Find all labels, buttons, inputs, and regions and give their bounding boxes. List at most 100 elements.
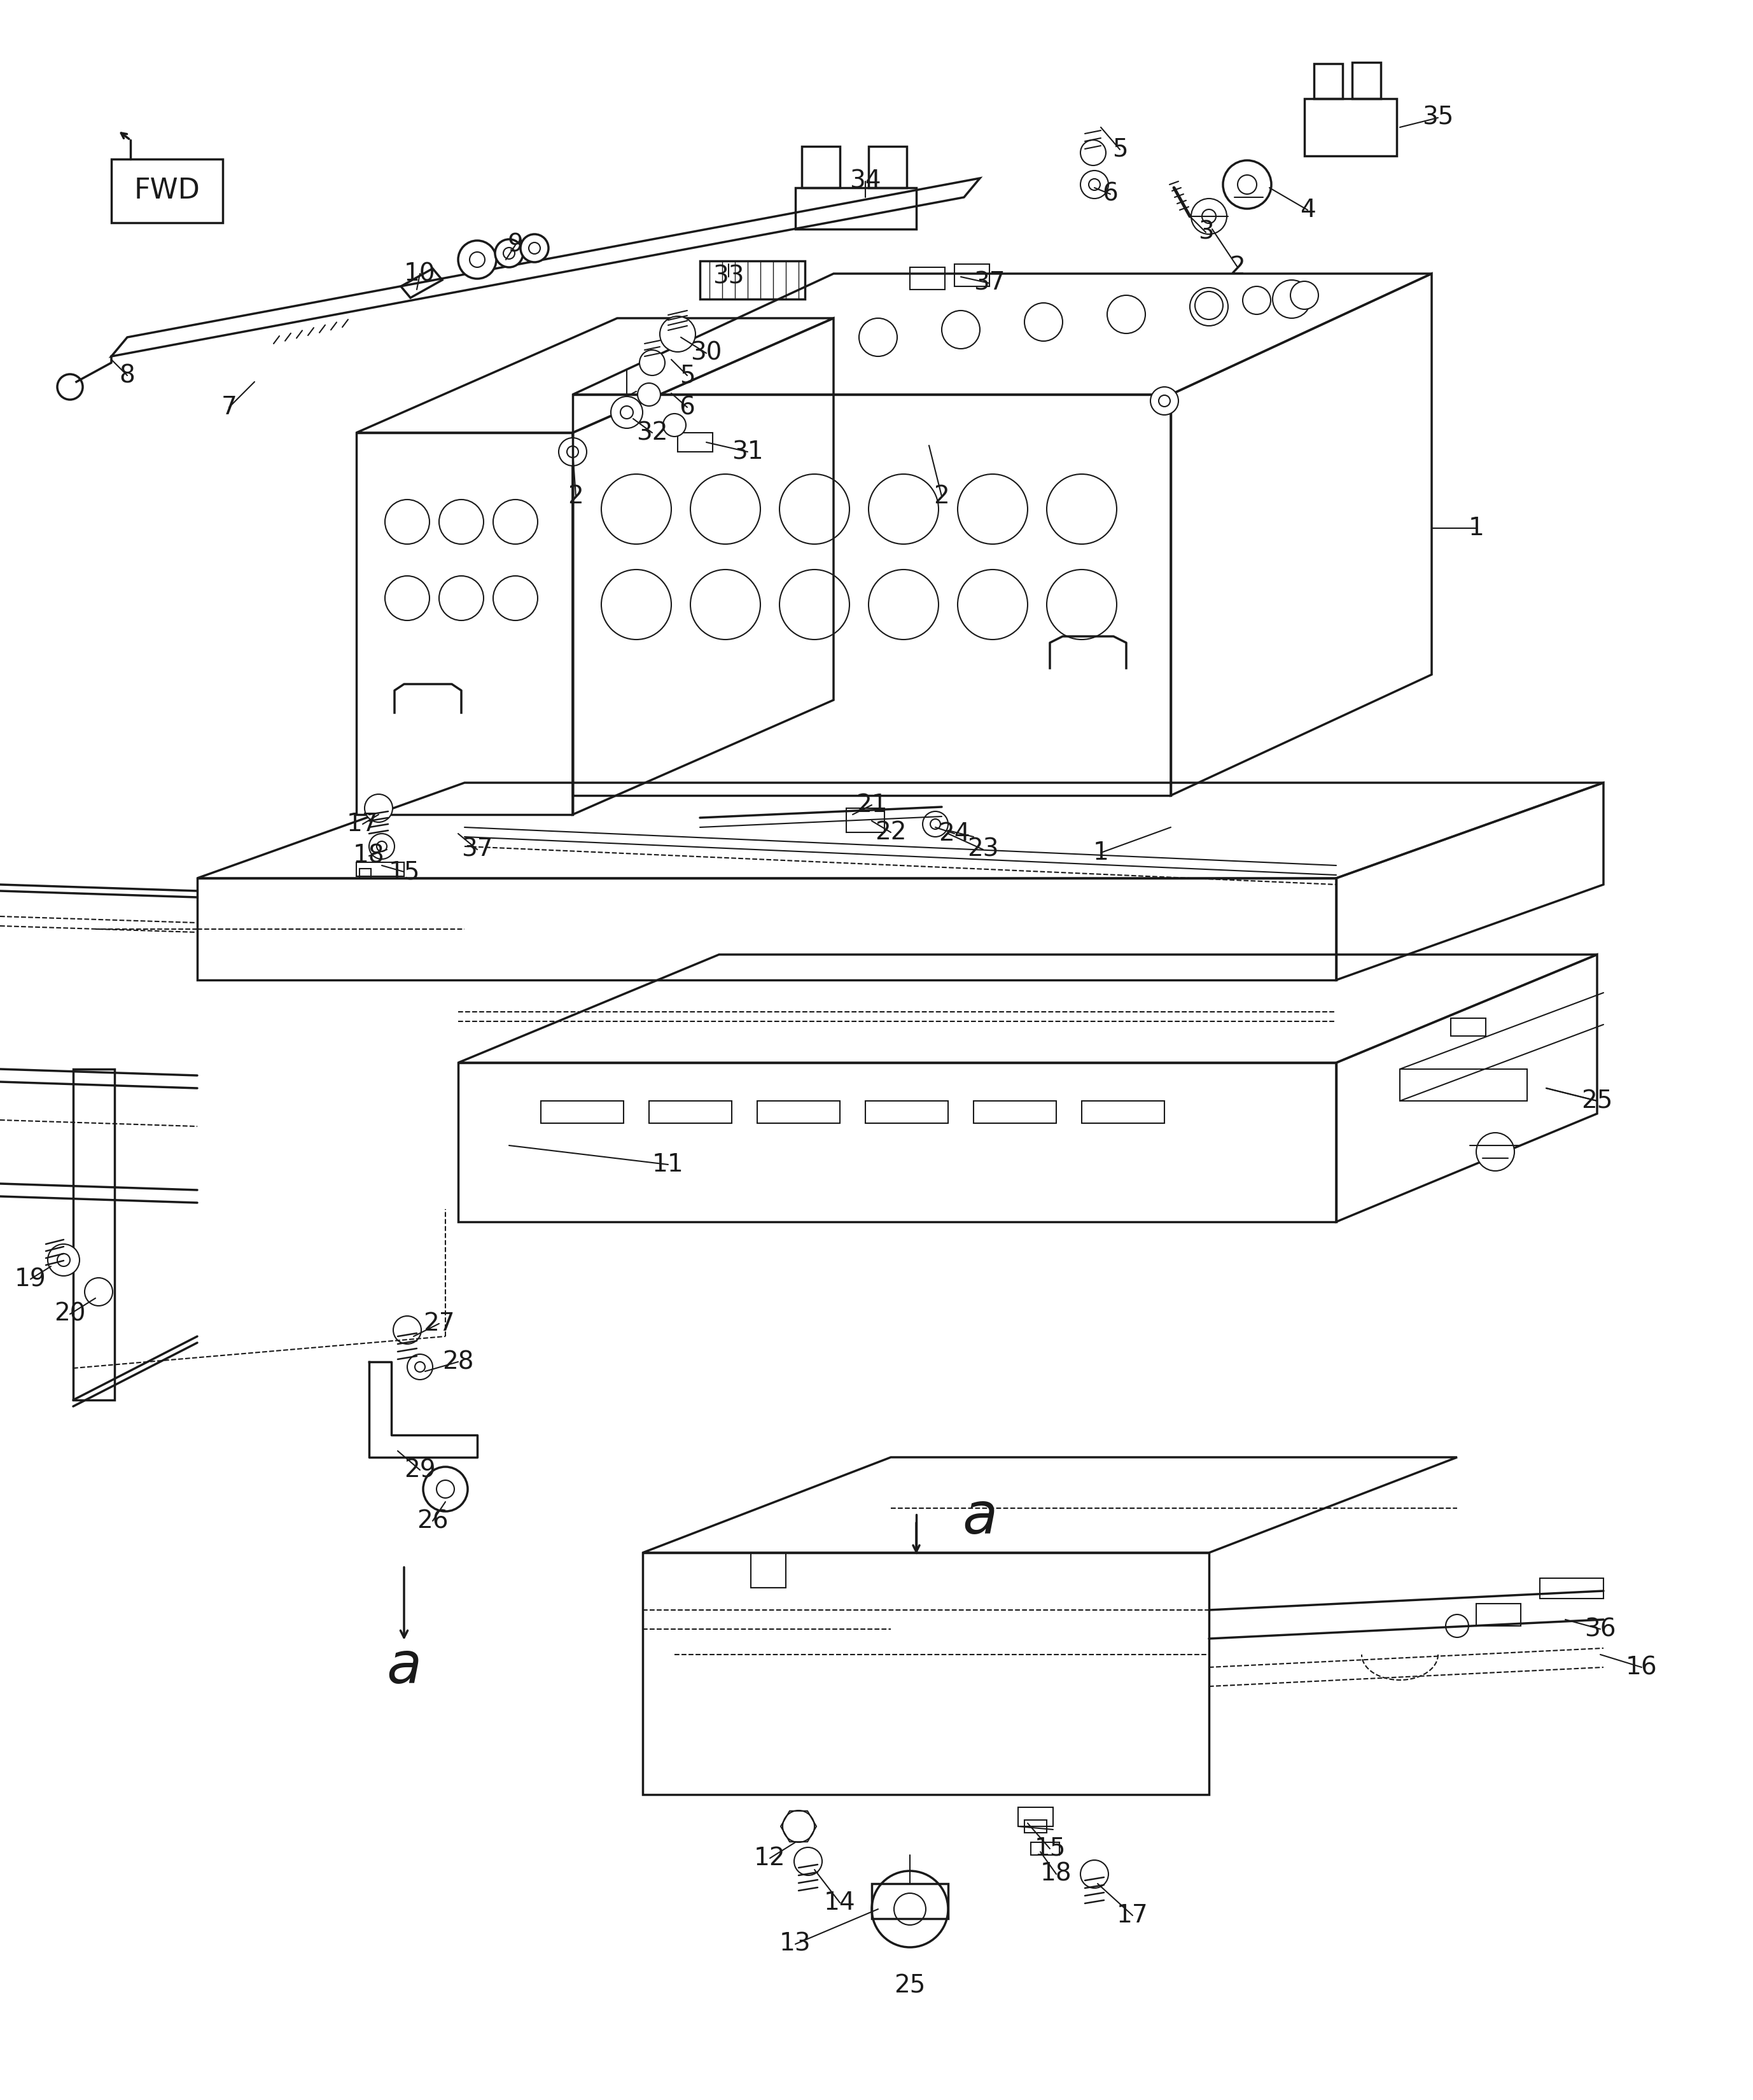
Circle shape: [780, 475, 850, 544]
Circle shape: [638, 382, 661, 405]
Bar: [1451, 1018, 1487, 1035]
Text: 5: 5: [680, 363, 694, 388]
Circle shape: [84, 1277, 112, 1306]
Text: 17: 17: [347, 813, 379, 836]
Circle shape: [386, 500, 429, 544]
Circle shape: [621, 405, 633, 418]
Text: 5: 5: [1111, 136, 1127, 162]
Circle shape: [370, 834, 394, 859]
Bar: [359, 869, 372, 878]
Circle shape: [794, 1848, 822, 1875]
Bar: [847, 808, 885, 832]
Circle shape: [1047, 569, 1117, 640]
Circle shape: [559, 437, 587, 466]
Bar: [1018, 1808, 1054, 1827]
Text: 15: 15: [1034, 1838, 1066, 1861]
Circle shape: [691, 569, 761, 640]
Text: 2: 2: [934, 485, 950, 508]
Circle shape: [566, 445, 578, 458]
Text: 37: 37: [973, 271, 1004, 296]
Bar: [1024, 1821, 1047, 1833]
Text: 19: 19: [14, 1266, 46, 1292]
Text: 6: 6: [678, 395, 696, 420]
Text: 20: 20: [54, 1302, 86, 1327]
Bar: [1315, 63, 1343, 99]
Circle shape: [1446, 1615, 1469, 1638]
Text: 2: 2: [568, 485, 584, 508]
Circle shape: [859, 319, 898, 357]
Circle shape: [1080, 1861, 1108, 1888]
Text: 12: 12: [754, 1846, 785, 1871]
Text: 18: 18: [354, 844, 386, 867]
Text: 11: 11: [652, 1153, 684, 1176]
Circle shape: [438, 575, 484, 619]
Circle shape: [868, 475, 938, 544]
Text: 30: 30: [691, 340, 722, 365]
Circle shape: [47, 1243, 79, 1277]
Circle shape: [493, 575, 538, 619]
Circle shape: [470, 252, 486, 267]
Circle shape: [1203, 210, 1217, 223]
Circle shape: [1190, 200, 1227, 235]
Text: 34: 34: [850, 170, 882, 193]
Circle shape: [941, 311, 980, 349]
Text: 1: 1: [1469, 517, 1485, 540]
Circle shape: [1190, 288, 1229, 326]
Circle shape: [1290, 281, 1318, 309]
Text: 25: 25: [894, 1974, 926, 1997]
Text: 31: 31: [731, 439, 764, 464]
Text: 10: 10: [405, 262, 436, 286]
Bar: [542, 1100, 624, 1124]
Text: 6: 6: [1103, 183, 1118, 206]
Circle shape: [1273, 279, 1311, 319]
Circle shape: [871, 1871, 948, 1947]
Circle shape: [1024, 302, 1062, 340]
Bar: [796, 187, 917, 229]
Text: 28: 28: [442, 1350, 473, 1373]
Text: 8: 8: [119, 363, 135, 388]
Text: 23: 23: [968, 838, 999, 861]
Bar: [1539, 1579, 1604, 1598]
Circle shape: [1150, 386, 1178, 416]
Text: 4: 4: [1299, 197, 1315, 223]
Text: 27: 27: [422, 1312, 454, 1336]
Bar: [750, 1552, 785, 1588]
Bar: [973, 1100, 1057, 1124]
Circle shape: [1108, 296, 1145, 334]
Circle shape: [438, 500, 484, 544]
Text: 15: 15: [389, 859, 419, 884]
Text: 33: 33: [713, 265, 745, 290]
Text: 25: 25: [1581, 1088, 1613, 1113]
Text: 16: 16: [1625, 1655, 1658, 1680]
Bar: [954, 265, 989, 286]
Bar: [1031, 1842, 1059, 1854]
Bar: [866, 1100, 948, 1124]
Circle shape: [377, 842, 387, 851]
Circle shape: [393, 1317, 421, 1344]
Circle shape: [1238, 174, 1257, 193]
Bar: [868, 147, 906, 187]
Circle shape: [780, 569, 850, 640]
Circle shape: [494, 239, 522, 267]
Bar: [757, 1100, 840, 1124]
Circle shape: [601, 569, 671, 640]
Bar: [1304, 99, 1397, 155]
Text: 24: 24: [938, 821, 969, 846]
Circle shape: [1196, 292, 1224, 319]
Circle shape: [957, 569, 1027, 640]
Bar: [356, 863, 403, 876]
Circle shape: [1089, 178, 1101, 191]
Text: 36: 36: [1585, 1617, 1616, 1642]
Bar: [678, 433, 713, 452]
Circle shape: [503, 248, 515, 258]
Circle shape: [58, 1254, 70, 1266]
Bar: [1082, 1100, 1164, 1124]
Bar: [1401, 1069, 1527, 1100]
Circle shape: [1080, 141, 1106, 166]
Bar: [112, 160, 223, 223]
Text: 1: 1: [1092, 840, 1108, 865]
Text: 35: 35: [1422, 105, 1453, 130]
Text: 21: 21: [855, 794, 887, 817]
Text: 7: 7: [221, 395, 237, 420]
Circle shape: [529, 242, 540, 254]
